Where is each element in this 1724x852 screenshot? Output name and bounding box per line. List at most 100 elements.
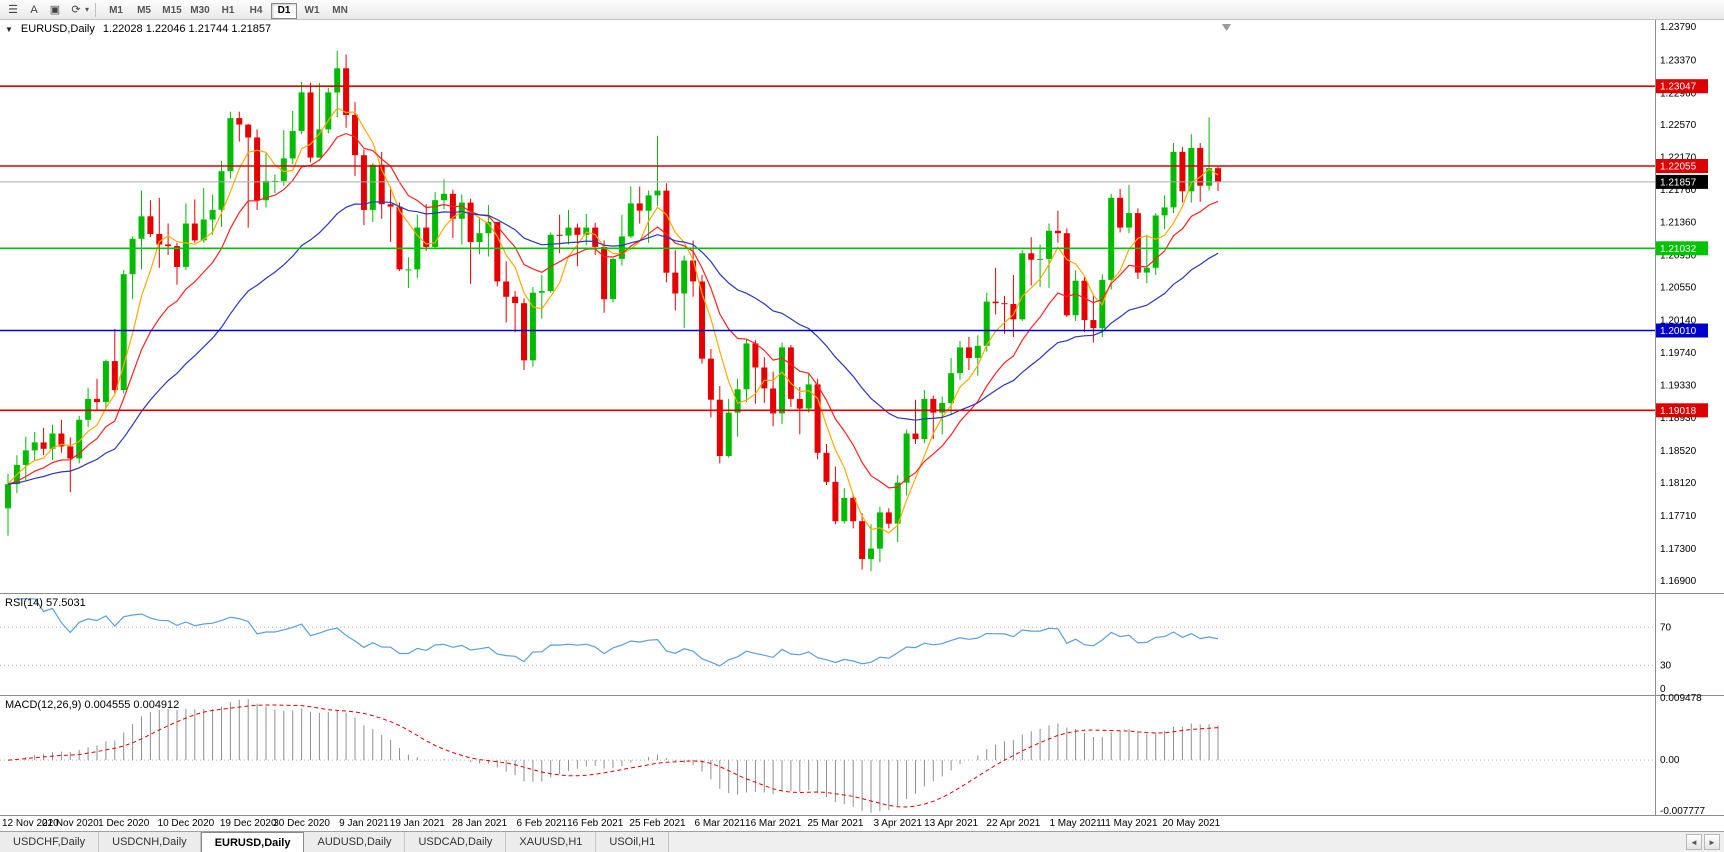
svg-text:19 Jan 2021: 19 Jan 2021 bbox=[390, 818, 445, 829]
rsi-label: RSI(14) 57.5031 bbox=[5, 597, 86, 609]
svg-text:1.20140: 1.20140 bbox=[1660, 316, 1697, 327]
tab-audusd-daily[interactable]: AUDUSD,Daily bbox=[304, 832, 406, 852]
svg-text:70: 70 bbox=[1660, 622, 1672, 633]
tab-usdcad-daily[interactable]: USDCAD,Daily bbox=[405, 832, 507, 852]
svg-text:1.18520: 1.18520 bbox=[1660, 446, 1697, 457]
svg-text:9 Jan 2021: 9 Jan 2021 bbox=[339, 818, 389, 829]
svg-text:1.22055: 1.22055 bbox=[1660, 162, 1697, 173]
svg-text:6 Feb 2021: 6 Feb 2021 bbox=[516, 818, 567, 829]
svg-text:1.18120: 1.18120 bbox=[1660, 478, 1697, 489]
svg-text:20 May 2021: 20 May 2021 bbox=[1162, 818, 1220, 829]
current-price-flag bbox=[1656, 174, 1708, 189]
text-tool-icon[interactable]: A bbox=[24, 1, 44, 19]
svg-text:0.00: 0.00 bbox=[1660, 755, 1680, 766]
tab-eurusd-daily[interactable]: EURUSD,Daily bbox=[200, 832, 305, 852]
chart-symbol-period: EURUSD,Daily bbox=[20, 23, 95, 35]
timeframe-button-h1[interactable]: H1 bbox=[215, 3, 241, 19]
svg-text:1.21032: 1.21032 bbox=[1660, 244, 1697, 255]
hline-price-flag bbox=[1656, 241, 1708, 256]
svg-text:19 Dec 2020: 19 Dec 2020 bbox=[220, 818, 277, 829]
ma-5-line bbox=[7, 107, 1219, 534]
svg-text:1.22170: 1.22170 bbox=[1660, 152, 1697, 163]
timeframe-button-m5[interactable]: M5 bbox=[131, 3, 157, 19]
timeframe-button-m30[interactable]: M30 bbox=[187, 3, 213, 19]
hline-price-flag bbox=[1656, 159, 1708, 173]
tab-scroll-arrows: ◄ ► bbox=[1686, 832, 1724, 852]
svg-text:1.20950: 1.20950 bbox=[1660, 250, 1697, 261]
chart-tab-bar: USDCHF,Daily USDCNH,Daily EURUSD,Daily AUDU… bbox=[0, 831, 1724, 852]
timeframe-button-w1[interactable]: W1 bbox=[299, 3, 325, 19]
svg-text:1.23047: 1.23047 bbox=[1660, 82, 1697, 93]
svg-text:6 Mar 2021: 6 Mar 2021 bbox=[695, 818, 746, 829]
tab-xauusd-h1[interactable]: XAUUSD,H1 bbox=[506, 832, 597, 852]
svg-text:1.23790: 1.23790 bbox=[1660, 22, 1697, 33]
svg-text:10 Dec 2020: 10 Dec 2020 bbox=[158, 818, 215, 829]
svg-text:28 Jan 2021: 28 Jan 2021 bbox=[452, 818, 507, 829]
ma-30-line bbox=[7, 201, 1219, 485]
chart-toolbar: ☰ A ▣ ⟳ ▾ M1 M5 M15 M30 H1 H4 D1 W1 MN bbox=[0, 0, 1724, 20]
svg-text:21 Nov 2020: 21 Nov 2020 bbox=[42, 818, 99, 829]
timeframe-button-m15[interactable]: M15 bbox=[159, 3, 185, 19]
ma-12-line bbox=[7, 132, 1219, 489]
svg-text:1.17710: 1.17710 bbox=[1660, 511, 1697, 522]
candles-layer bbox=[5, 50, 1221, 572]
tab-usoil-h1[interactable]: USOil,H1 bbox=[596, 832, 670, 852]
price-axis[interactable]: 1.23790 1.23370 1.22960 1.22570 1.22170 1.217… bbox=[1660, 22, 1697, 587]
svg-text:-0.007777: -0.007777 bbox=[1660, 806, 1705, 817]
svg-text:0.009478: 0.009478 bbox=[1660, 693, 1702, 704]
refresh-icon[interactable]: ⟳ bbox=[66, 1, 86, 19]
svg-text:1.22570: 1.22570 bbox=[1660, 120, 1697, 131]
svg-text:25 Feb 2021: 25 Feb 2021 bbox=[629, 818, 686, 829]
svg-text:1.22960: 1.22960 bbox=[1660, 89, 1697, 100]
timeframe-button-d1[interactable]: D1 bbox=[271, 2, 298, 19]
chart-ohlc-values: 1.22028 1.22046 1.21744 1.21857 bbox=[102, 23, 272, 35]
timeframe-button-mn[interactable]: MN bbox=[327, 3, 353, 19]
svg-text:1.20550: 1.20550 bbox=[1660, 283, 1697, 294]
macd-label: MACD(12,26,9) 0.004555 0.004912 bbox=[5, 699, 180, 711]
hline-price-flag bbox=[1656, 403, 1708, 418]
timeframe-button-m1[interactable]: M1 bbox=[103, 3, 129, 19]
svg-text:22 Apr 2021: 22 Apr 2021 bbox=[986, 818, 1040, 829]
timeframe-button-group: M1 M5 M15 M30 H1 H4 D1 W1 MN bbox=[102, 0, 354, 19]
chart-canvas[interactable]: 1.23790 1.23370 1.22960 1.22570 1.22170 1.217… bbox=[0, 20, 1724, 829]
svg-text:25 Mar 2021: 25 Mar 2021 bbox=[807, 818, 864, 829]
chart-tabs: USDCHF,Daily USDCNH,Daily EURUSD,Daily AUDU… bbox=[0, 832, 670, 852]
svg-text:1 May 2021: 1 May 2021 bbox=[1049, 818, 1102, 829]
svg-text:12 Nov 2020: 12 Nov 2020 bbox=[2, 818, 59, 829]
svg-text:1.16900: 1.16900 bbox=[1660, 576, 1697, 587]
tabs-scroll-left-button[interactable]: ◄ bbox=[1686, 834, 1702, 850]
svg-text:13 Apr 2021: 13 Apr 2021 bbox=[924, 818, 978, 829]
svg-text:1.19740: 1.19740 bbox=[1660, 348, 1697, 359]
svg-text:1.23370: 1.23370 bbox=[1660, 56, 1697, 67]
svg-text:11 May 2021: 11 May 2021 bbox=[1100, 818, 1158, 829]
svg-text:1.19018: 1.19018 bbox=[1660, 406, 1697, 417]
macd-signal-line bbox=[7, 704, 1219, 808]
svg-text:16 Mar 2021: 16 Mar 2021 bbox=[745, 818, 802, 829]
svg-text:1 Dec 2020: 1 Dec 2020 bbox=[98, 818, 150, 829]
svg-text:1.21760: 1.21760 bbox=[1660, 185, 1697, 196]
hline-price-flag bbox=[1656, 79, 1708, 94]
chart-list-icon[interactable]: ☰ bbox=[3, 1, 23, 19]
svg-text:1.21857: 1.21857 bbox=[1660, 177, 1697, 188]
svg-text:30 Dec 2020: 30 Dec 2020 bbox=[273, 818, 330, 829]
tab-usdchf-daily[interactable]: USDCHF,Daily bbox=[0, 832, 100, 852]
tab-usdcnh-daily[interactable]: USDCNH,Daily bbox=[99, 832, 201, 852]
svg-text:1.18930: 1.18930 bbox=[1660, 413, 1697, 424]
chart-canvas-area[interactable]: 1.23790 1.23370 1.22960 1.22570 1.22170 1.217… bbox=[0, 20, 1724, 831]
template-icon[interactable]: ▣ bbox=[45, 1, 65, 19]
svg-text:16 Feb 2021: 16 Feb 2021 bbox=[567, 818, 624, 829]
collapse-arrow-icon[interactable]: ▼ bbox=[5, 24, 13, 34]
timeframe-button-h4[interactable]: H4 bbox=[243, 3, 269, 19]
tabs-scroll-right-button[interactable]: ► bbox=[1704, 834, 1720, 850]
svg-text:1.17300: 1.17300 bbox=[1660, 544, 1697, 555]
svg-text:1.20010: 1.20010 bbox=[1660, 326, 1697, 337]
svg-text:3 Apr 2021: 3 Apr 2021 bbox=[874, 818, 923, 829]
chevron-down-icon[interactable]: ▾ bbox=[85, 5, 90, 14]
svg-text:0: 0 bbox=[1660, 684, 1666, 695]
toolbar-separator bbox=[95, 2, 97, 17]
chart-shift-marker-icon[interactable] bbox=[1222, 24, 1231, 31]
rsi-line bbox=[16, 598, 1219, 667]
chart-title: ▼ EURUSD,Daily 1.22028 1.22046 1.21744 1… bbox=[5, 23, 271, 35]
